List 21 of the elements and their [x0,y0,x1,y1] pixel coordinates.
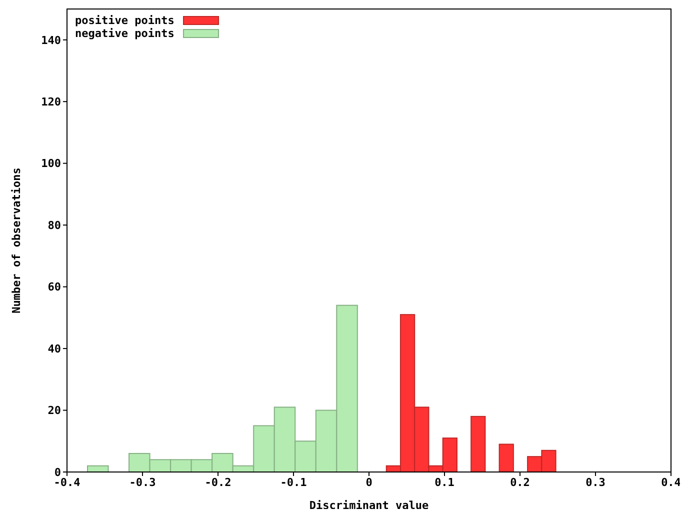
legend-label: positive points [75,14,174,27]
y-tick-label: 20 [48,404,61,418]
x-tick-label: 0 [366,476,372,489]
y-tick-label: 120 [41,96,61,109]
bar [86,465,109,472]
x-tick-label: 0.3 [586,476,606,489]
y-tick-label: 80 [48,218,61,232]
y-axis-title: Number of observations [10,168,23,314]
bar [470,416,486,472]
legend-label: negative points [75,27,174,40]
x-tick-label: -0.2 [204,476,232,489]
y-tick-label: 40 [48,342,61,356]
x-axis-title: Discriminant value [309,499,429,512]
x-tick-label: -0.3 [129,476,156,489]
x-tick-label: 0.1 [434,476,455,489]
x-tick-label: -0.1 [280,476,308,489]
y-tick-label: 100 [41,157,61,170]
y-tick-label: 60 [48,280,61,294]
y-tick-label: 140 [41,34,61,47]
bar [498,444,514,472]
x-tick-label: 0.2 [510,476,530,489]
